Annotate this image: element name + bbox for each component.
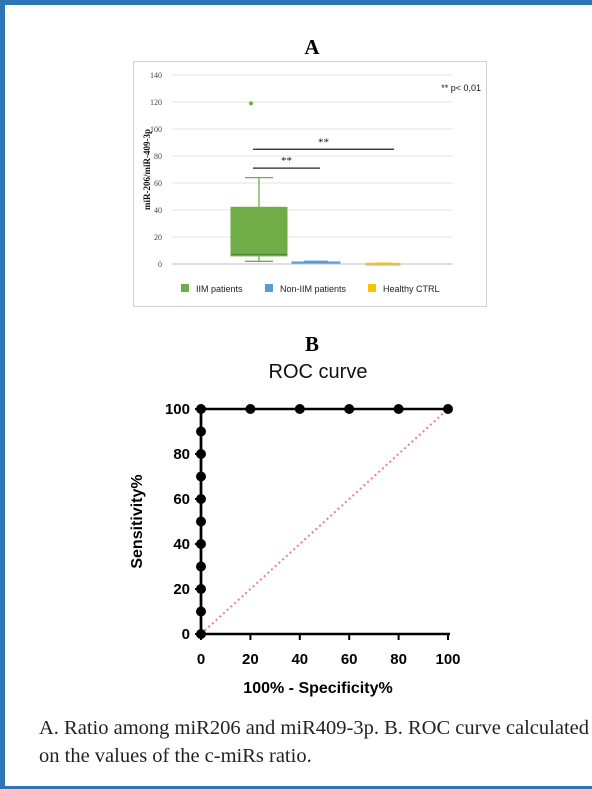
- figure-canvas: A 0 20 40 60 80 100 120 140 miR-206/miR-409-3p ** …: [129, 35, 481, 697]
- panel-b-x-axis-label: 100% - Specificity%: [243, 680, 392, 697]
- legend-swatch: [265, 284, 273, 292]
- roc-curve-point: [443, 404, 453, 414]
- panel-a-y-tick-label: 20: [154, 233, 162, 242]
- panel-a-y-tick-label: 100: [150, 125, 162, 134]
- legend-entry: Non-IIM patients: [280, 284, 347, 294]
- legend-entry: IIM patients: [196, 284, 243, 294]
- roc-curve-point: [344, 404, 355, 414]
- roc-curve-point: [196, 404, 206, 414]
- significance-note: ** p< 0,01: [441, 83, 481, 93]
- roc-chart-title: ROC curve: [269, 361, 368, 383]
- legend-entry: Healthy CTRL: [383, 284, 440, 294]
- panel-b-x-tick-label: 20: [242, 651, 259, 668]
- panel-a-y-axis-label: miR-206/miR-409-3p: [142, 129, 152, 210]
- roc-curve-point: [196, 584, 206, 594]
- panel-a-frame: [133, 61, 487, 307]
- significance-bracket-label: **: [318, 136, 329, 148]
- box-outlier-point: [249, 101, 253, 106]
- roc-curve-point: [196, 629, 206, 639]
- roc-curve-point: [196, 516, 206, 527]
- panel-b-y-axis-label: Sensitivity%: [129, 474, 146, 568]
- panel-b-y-tick-label: 0: [182, 626, 190, 643]
- figure-caption: A. Ratio among miR206 and miR409-3p. B. …: [39, 717, 589, 767]
- panel-a-y-tick-label: 60: [154, 179, 162, 188]
- panel-a-label: A: [304, 35, 320, 59]
- panel-a-y-tick-label: 120: [150, 98, 162, 107]
- roc-curve-point: [196, 606, 206, 617]
- roc-curve-point: [294, 404, 305, 414]
- panel-a-y-tick-label: 40: [154, 206, 162, 215]
- roc-curve-point: [196, 539, 206, 549]
- roc-curve-point: [393, 404, 404, 414]
- roc-curve-line: [199, 407, 448, 634]
- roc-curve-point: [245, 404, 256, 414]
- legend-swatch: [181, 284, 189, 292]
- roc-curve-point: [196, 426, 206, 437]
- box-1: [230, 206, 288, 257]
- panel-b-y-tick-label: 60: [173, 491, 190, 508]
- panel-b-x-tick-label: 0: [197, 651, 205, 668]
- panel-b-x-tick-label: 100: [435, 651, 460, 668]
- panel-b-label: B: [305, 332, 319, 356]
- panel-a-y-tick-label: 140: [150, 71, 162, 80]
- panel-b-y-tick-label: 80: [173, 446, 190, 463]
- roc-curve-point: [196, 471, 206, 482]
- panel-b-x-tick-label: 60: [341, 651, 358, 668]
- panel-b-y-tick-label: 20: [173, 581, 190, 598]
- panel-b-x-tick-label: 80: [390, 651, 407, 668]
- panel-b-y-tick-label: 40: [173, 536, 190, 553]
- roc-curve-point: [196, 561, 206, 572]
- panel-b-x-tick-label: 40: [291, 651, 308, 668]
- panel-a-y-tick-label: 80: [154, 152, 162, 161]
- panel-b-y-tick-label: 100: [165, 401, 190, 418]
- legend-swatch: [368, 284, 376, 292]
- panel-a-y-tick-label: 0: [158, 260, 162, 269]
- reference-diagonal-line: [200, 408, 449, 635]
- roc-curve-point: [196, 449, 206, 459]
- significance-bracket-label: **: [281, 155, 292, 167]
- roc-curve-point: [196, 494, 206, 504]
